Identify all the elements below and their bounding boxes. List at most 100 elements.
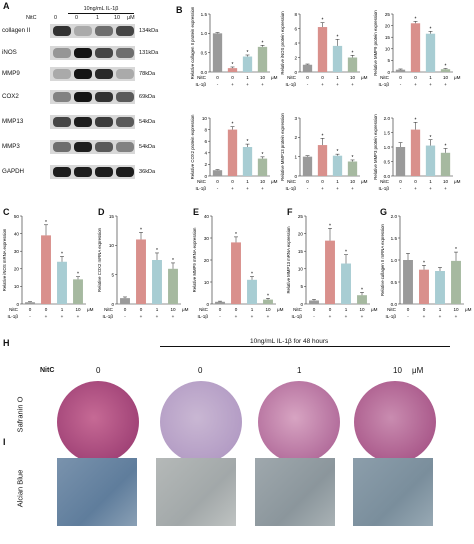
y-tick-label: 2.0 <box>391 214 398 219</box>
blot-band <box>53 69 71 79</box>
bar-chart: 0 5 10 15 Relative COX2 mRNA expression 0 - * 0 +… <box>97 214 189 319</box>
bar <box>451 260 461 304</box>
x-il-value: + <box>345 314 348 319</box>
x-unit: μM <box>454 179 461 184</box>
bar <box>347 57 358 72</box>
stain-dose: 0 <box>96 366 101 375</box>
blot-row <box>50 115 135 129</box>
blot-band <box>116 69 134 79</box>
x-il-label: IL-1β <box>385 314 396 319</box>
x-nitc-value: 0 <box>407 307 410 312</box>
x-il-label: IL-1β <box>7 314 18 319</box>
y-tick-label: 6 <box>294 26 297 31</box>
x-il-value: + <box>231 186 234 191</box>
significance-marker: * <box>247 139 249 145</box>
x-il-value: + <box>336 186 339 191</box>
x-nitc-label: NitC <box>199 307 209 312</box>
y-tick-label: 0.5 <box>384 159 391 164</box>
bar <box>357 295 367 304</box>
bar <box>231 242 241 304</box>
significance-marker: * <box>77 272 79 278</box>
y-tick-label: 15 <box>298 249 304 254</box>
y-tick-label: 1.0 <box>201 31 208 36</box>
y-axis-label: Relative iNOS protein expression <box>280 11 285 75</box>
y-tick-label: 1 <box>294 154 297 159</box>
y-axis-label: Relative COX2 mRNA expression <box>97 227 102 292</box>
x-il-value: + <box>444 82 447 87</box>
bar <box>309 300 319 304</box>
y-tick-label: 0 <box>294 174 297 179</box>
blot-row <box>50 24 135 38</box>
significance-marker: * <box>430 135 432 141</box>
significance-marker: * <box>329 223 331 229</box>
bar <box>152 260 162 304</box>
significance-marker: * <box>352 50 354 56</box>
y-tick-label: 8 <box>294 12 297 17</box>
safranin-well-il1b <box>160 381 242 463</box>
x-il-value: + <box>261 186 264 191</box>
y-axis-label: Relative MMP13 mRNA expression <box>286 226 291 294</box>
x-il-value: + <box>321 186 324 191</box>
y-tick-label: 1.0 <box>391 258 398 263</box>
x-il-value: + <box>156 314 159 319</box>
bar <box>395 147 406 176</box>
y-tick-label: 6 <box>204 139 207 144</box>
bar <box>212 33 223 72</box>
blot-dose: 10 <box>114 15 120 21</box>
safranin-label: Safranin O <box>15 396 25 433</box>
y-tick-label: 0 <box>16 302 19 307</box>
y-tick-label: 2 <box>294 55 297 60</box>
y-tick-label: 10 <box>202 116 208 121</box>
x-il-label: IL-1β <box>197 314 208 319</box>
x-il-value: + <box>361 314 364 319</box>
x-il-value: - <box>400 186 402 191</box>
significance-marker: * <box>45 220 47 226</box>
blot-protein-label: MMP13 <box>2 118 24 125</box>
x-il-label: IL-1β <box>195 186 206 191</box>
x-il-value: - <box>307 82 309 87</box>
bar <box>73 279 83 304</box>
y-tick-label: 20 <box>385 23 391 28</box>
y-tick-label: 15 <box>109 214 115 219</box>
significance-marker: * <box>345 250 347 256</box>
y-tick-label: 0 <box>206 302 209 307</box>
x-nitc-value: 0 <box>399 75 402 80</box>
significance-marker: * <box>262 152 264 158</box>
bar <box>242 147 253 176</box>
significance-marker: * <box>337 34 339 40</box>
y-tick-label: 1.5 <box>391 236 398 241</box>
blot-protein-label: iNOS <box>2 49 17 56</box>
x-nitc-value: 0 <box>235 307 238 312</box>
alcian-image-1um <box>255 458 335 526</box>
x-unit: μM <box>271 75 278 80</box>
blot-band <box>74 26 92 36</box>
blot-band <box>53 48 71 58</box>
x-il-value: + <box>321 82 324 87</box>
blot-kda-label: 134kDa <box>139 28 159 34</box>
bar-chart: 0.0 0.5 1.0 1.5 2.0 Relative collagen II mRNA… <box>380 214 472 319</box>
y-tick-label: 20 <box>204 258 210 263</box>
x-nitc-value: 1 <box>429 75 432 80</box>
significance-marker: * <box>232 62 234 68</box>
x-il-value: + <box>172 314 175 319</box>
blot-protein-label: collagen II <box>2 27 31 34</box>
panel-label-a: A <box>3 1 10 11</box>
y-tick-label: 0.0 <box>391 302 398 307</box>
x-il-value: - <box>313 314 315 319</box>
panel-label-g: G <box>380 207 388 217</box>
stain-treatment-line <box>160 346 450 347</box>
x-il-value: + <box>414 186 417 191</box>
x-nitc-value: 0 <box>414 179 417 184</box>
stain-dose: 1 <box>297 366 302 375</box>
panel-label-h: H <box>3 338 10 348</box>
x-il-label: IL-1β <box>102 314 113 319</box>
y-tick-label: 15 <box>385 35 391 40</box>
blot-kda-label: 78kDa <box>139 71 156 77</box>
safranin-well-1um <box>258 381 340 463</box>
x-il-label: IL-1β <box>285 186 296 191</box>
x-nitc-value: 10 <box>359 307 365 312</box>
bar <box>257 158 268 176</box>
blot-kda-label: 36kDa <box>139 169 156 175</box>
x-nitc-label: NitC <box>387 307 397 312</box>
x-nitc-value: 0 <box>306 75 309 80</box>
